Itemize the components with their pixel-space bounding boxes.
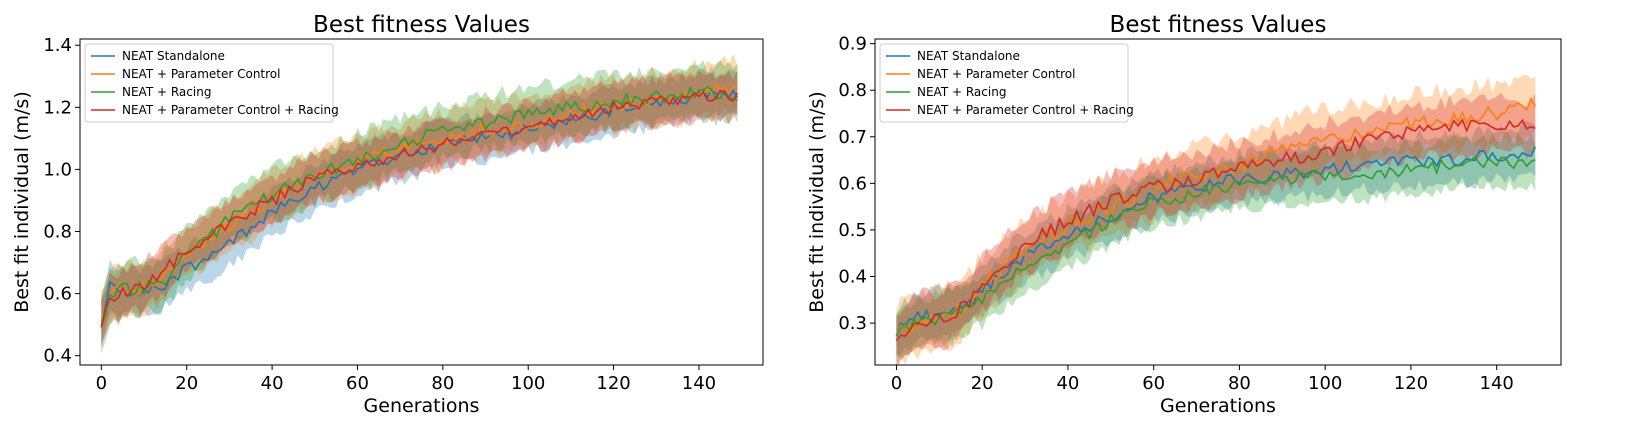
x-tick-label: 120: [1394, 373, 1428, 394]
x-tick-label: 120: [596, 373, 630, 394]
line-neat-racing: [100, 85, 738, 328]
legend-box: [879, 43, 1129, 123]
x-tick-label: 140: [1480, 373, 1514, 394]
x-tick-label: 40: [1056, 373, 1079, 394]
x-tick-label: 60: [346, 373, 369, 394]
x-tick-label: 20: [971, 373, 994, 394]
legend-box: [84, 43, 334, 123]
x-tick-label: 60: [1142, 373, 1165, 394]
x-tick-label: 100: [1308, 373, 1342, 394]
legend: NEAT Standalone NEAT + Parameter Control N…: [84, 43, 339, 123]
y-tick-label: 0.9: [838, 34, 867, 55]
line-neat-standalone: [895, 146, 1537, 337]
x-tick-label: 20: [175, 373, 198, 394]
x-axis-label: Generations: [1160, 395, 1276, 417]
y-tick-label: 0.3: [838, 313, 867, 334]
y-tick-label: 0.7: [838, 127, 867, 148]
band-neat-parameter-control-racing: [101, 70, 738, 344]
axes-frame: [79, 38, 764, 366]
legend-entry: NEAT Standalone: [122, 49, 225, 63]
x-axis-label: Generations: [364, 395, 480, 417]
band-neat-parameter-control-racing: [896, 92, 1536, 365]
x-tick-label: 80: [1228, 373, 1251, 394]
legend-entry: NEAT + Racing: [917, 85, 1006, 99]
line-neat-standalone: [100, 88, 739, 328]
plot-area: [100, 53, 739, 354]
y-tick-label: 0.4: [838, 267, 867, 288]
y-tick-label: 1.4: [43, 35, 72, 56]
band-neat-racing: [896, 130, 1536, 360]
legend-entry: NEAT + Parameter Control: [122, 67, 280, 81]
x-tick-label: 140: [682, 373, 716, 394]
y-tick-label: 1.0: [43, 159, 72, 180]
y-tick-label: 0.6: [838, 173, 867, 194]
y-tick-label: 0.5: [838, 220, 867, 241]
x-tick-label: 80: [431, 373, 454, 394]
y-axis-label: Best fit individual (m/s): [11, 91, 33, 312]
y-tick-label: 0.8: [43, 221, 72, 242]
legend: NEAT Standalone NEAT + Parameter Control N…: [879, 43, 1134, 123]
line-neat-parameter-control-racing: [100, 89, 739, 328]
axes-frame: [874, 38, 1562, 366]
y-tick-label: 1.2: [43, 97, 72, 118]
y-tick-label: 0.8: [838, 80, 867, 101]
x-tick-label: 100: [511, 373, 545, 394]
line-neat-parameter-control-racing: [895, 118, 1536, 342]
band-neat-standalone: [896, 121, 1536, 356]
chart-2: 0 20 40 60 80 100 120 140 0.3 0.4 0.5 0.6 0.7 0.8 0.9 B…: [806, 12, 1562, 417]
line-neat-racing: [895, 155, 1536, 337]
x-tick-label: 40: [261, 373, 284, 394]
chart-title: Best fitness Values: [1110, 12, 1327, 38]
legend-entry: NEAT + Parameter Control + Racing: [122, 103, 339, 117]
band-neat-parameter-control: [101, 53, 738, 340]
x-tick-label: 0: [891, 373, 902, 394]
band-neat-standalone: [101, 65, 738, 349]
y-tick-label: 0.4: [43, 346, 72, 367]
legend-entry: NEAT Standalone: [917, 49, 1020, 63]
plot-area: [895, 74, 1537, 365]
y-tick-label: 0.6: [43, 284, 72, 305]
x-tick-label: 0: [96, 373, 107, 394]
legend-entry: NEAT + Parameter Control: [917, 67, 1075, 81]
y-axis-label: Best fit individual (m/s): [806, 91, 828, 312]
legend-entry: NEAT + Racing: [122, 85, 211, 99]
band-neat-parameter-control: [896, 74, 1536, 365]
chart-title: Best fitness Values: [313, 12, 530, 38]
legend-entry: NEAT + Parameter Control + Racing: [917, 103, 1134, 117]
chart-1: 0 20 40 60 80 100 120 140 0.4 0.6 0.8 1.0 1.2 1.4 Best…: [11, 12, 764, 417]
band-neat-racing: [101, 60, 738, 354]
